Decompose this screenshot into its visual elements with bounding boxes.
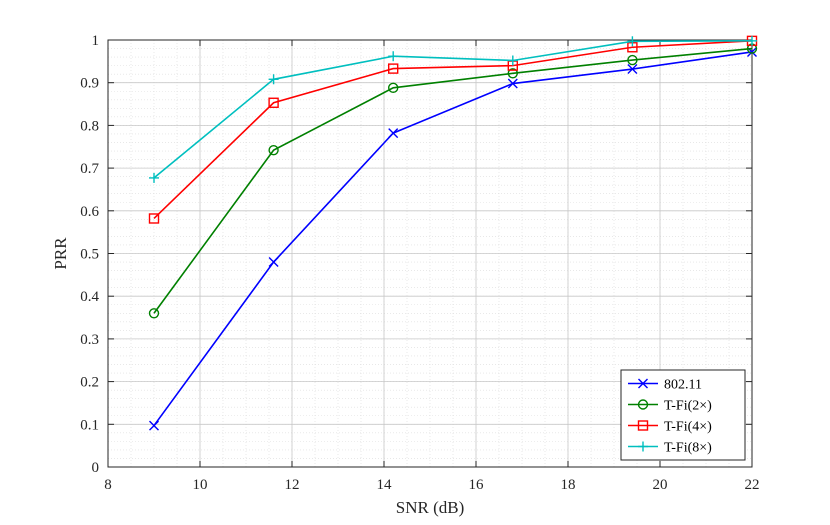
legend: 802.11 T-Fi(2×) T-Fi(4×) T-Fi(8×) <box>620 369 746 461</box>
data-point-x-marker <box>638 378 648 389</box>
marker-stroke <box>149 420 159 431</box>
data-point-plus-marker <box>507 55 518 66</box>
y-tick-label: 0.9 <box>80 76 99 92</box>
data-point-x-marker <box>388 128 399 139</box>
marker-stroke <box>747 46 757 57</box>
data-point-circle-marker <box>627 54 638 66</box>
data-point-plus-marker <box>627 36 638 47</box>
y-tick-label: 1 <box>92 33 100 49</box>
legend-entry: 802.11 <box>628 378 702 393</box>
data-point-circle-marker <box>507 68 518 79</box>
series-3 <box>149 35 757 183</box>
data-point-x-marker <box>507 78 518 89</box>
data-point-x-marker <box>149 420 159 431</box>
legend-label: T-Fi(8×) <box>664 441 712 456</box>
legend-label: T-Fi(2×) <box>664 399 712 414</box>
y-tick-labels: 0 0.1 0.2 0.3 0.4 0.5 0.6 0.7 0.8 0.9 1 <box>80 33 99 476</box>
data-point-plus-marker <box>638 441 648 452</box>
data-point-plus-marker <box>747 35 757 46</box>
x-tick-label: 20 <box>653 477 668 493</box>
data-point-plus-marker <box>149 172 159 183</box>
y-tick-label: 0.6 <box>80 204 99 220</box>
data-point-plus-marker <box>388 51 399 62</box>
series-layer <box>148 35 758 431</box>
x-tick-label: 14 <box>377 477 393 493</box>
series-line <box>153 40 753 179</box>
data-point-x-marker <box>268 257 279 268</box>
legend-entry: T-Fi(2×) <box>628 399 712 414</box>
data-point-circle-marker <box>388 82 399 94</box>
data-point-plus-marker <box>268 74 279 85</box>
marker-stroke <box>388 128 399 139</box>
series-1 <box>148 43 758 319</box>
axis-ticks <box>107 39 753 468</box>
x-tick-label: 12 <box>285 477 300 493</box>
series-line <box>153 51 753 427</box>
series-line <box>153 47 753 314</box>
legend-label: 802.11 <box>664 378 702 393</box>
x-tick-label: 10 <box>193 477 208 493</box>
marker-stroke <box>507 78 518 89</box>
y-axis-title: PRR <box>51 237 70 270</box>
data-point-square-marker <box>637 420 649 431</box>
data-point-x-marker <box>627 64 638 75</box>
y-tick-label: 0.2 <box>80 375 99 391</box>
marker-stroke <box>627 64 638 75</box>
y-tick-label: 0 <box>92 460 100 476</box>
y-tick-label: 0.5 <box>80 247 99 263</box>
marker-stroke <box>638 378 648 389</box>
y-tick-label: 0.4 <box>80 289 99 305</box>
y-tick-label: 0.1 <box>80 417 99 433</box>
x-tick-labels: 8 10 12 14 16 18 20 22 <box>104 477 759 493</box>
legend-entry: T-Fi(4×) <box>628 420 712 435</box>
data-point-square-marker <box>388 63 399 74</box>
y-tick-label: 0.8 <box>80 118 99 134</box>
marker-stroke <box>268 257 279 268</box>
x-axis-title: SNR (dB) <box>396 498 464 517</box>
x-tick-label: 8 <box>104 477 112 493</box>
data-point-circle-marker <box>268 144 279 156</box>
data-point-circle-marker <box>637 399 649 410</box>
y-tick-label: 0.7 <box>80 161 99 177</box>
data-point-square-marker <box>148 213 160 224</box>
legend-label: T-Fi(4×) <box>664 420 712 435</box>
data-point-square-marker <box>268 97 279 108</box>
legend-entry: T-Fi(8×) <box>628 441 712 456</box>
x-tick-label: 18 <box>561 477 576 493</box>
data-point-circle-marker <box>148 308 160 319</box>
x-tick-label: 16 <box>469 477 485 493</box>
series-line <box>153 40 753 220</box>
y-tick-label: 0.3 <box>80 332 99 348</box>
x-tick-label: 22 <box>745 477 760 493</box>
